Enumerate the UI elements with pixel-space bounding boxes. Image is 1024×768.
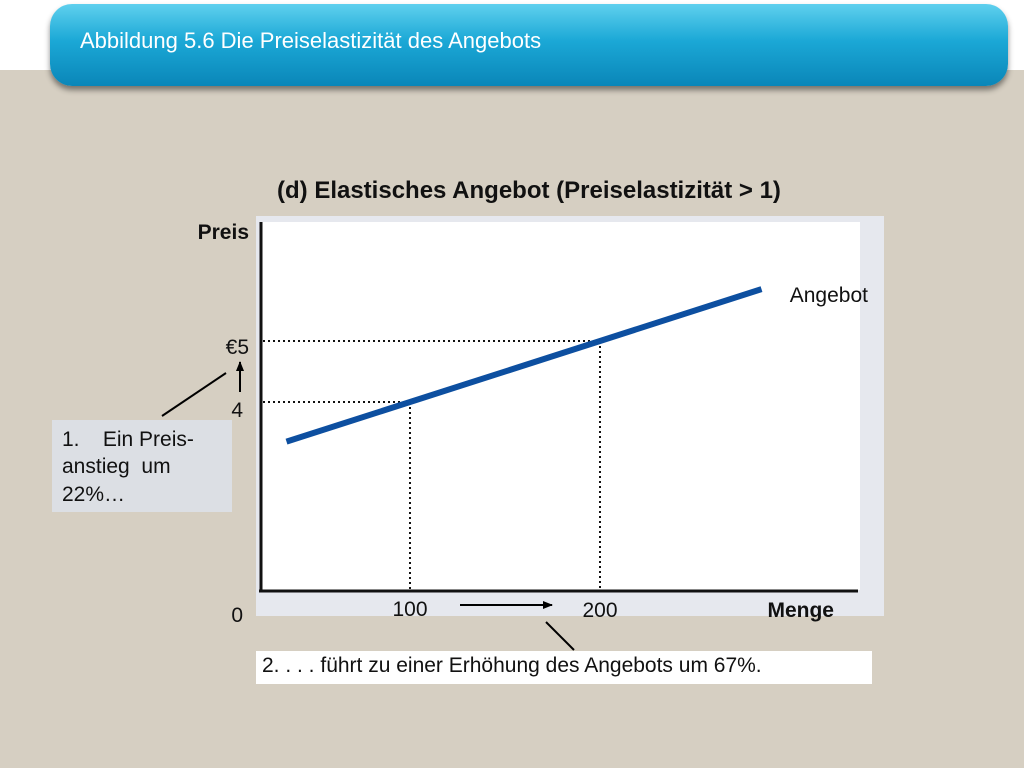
y-axis-label: Preis (198, 221, 249, 244)
x-tick-label-100: 100 (392, 598, 427, 621)
origin-label: 0 (231, 604, 243, 627)
y-tick-label-4: 4 (231, 399, 243, 422)
price-increase-note-line-1: 1. Ein Preis- (62, 428, 194, 451)
series-label-angebot: Angebot (790, 284, 868, 307)
x-tick-label-200: 200 (582, 599, 617, 622)
supply-series-line (285, 286, 763, 445)
chart-title: (d) Elastisches Angebot (Preiselastizitä… (277, 177, 781, 204)
header-bar (50, 4, 1008, 86)
price-increase-note-line-2: anstieg um (62, 455, 171, 479)
note1-leader-line (161, 372, 227, 417)
price-increase-note: 1. Ein Preis- anstieg um 22%… (52, 420, 232, 512)
x-axis-label: Menge (767, 599, 834, 622)
price-increase-note-line-3: 22%… (62, 482, 126, 506)
quantity-increase-note: 2. . . . führt zu einer Erhöhung des Ang… (256, 651, 872, 684)
plot-area (260, 222, 860, 590)
y-tick-label-5: €5 (226, 336, 249, 359)
note2-leader-line (545, 621, 575, 651)
slide-title: Abbildung 5.6 Die Preiselastizität des A… (80, 28, 542, 53)
